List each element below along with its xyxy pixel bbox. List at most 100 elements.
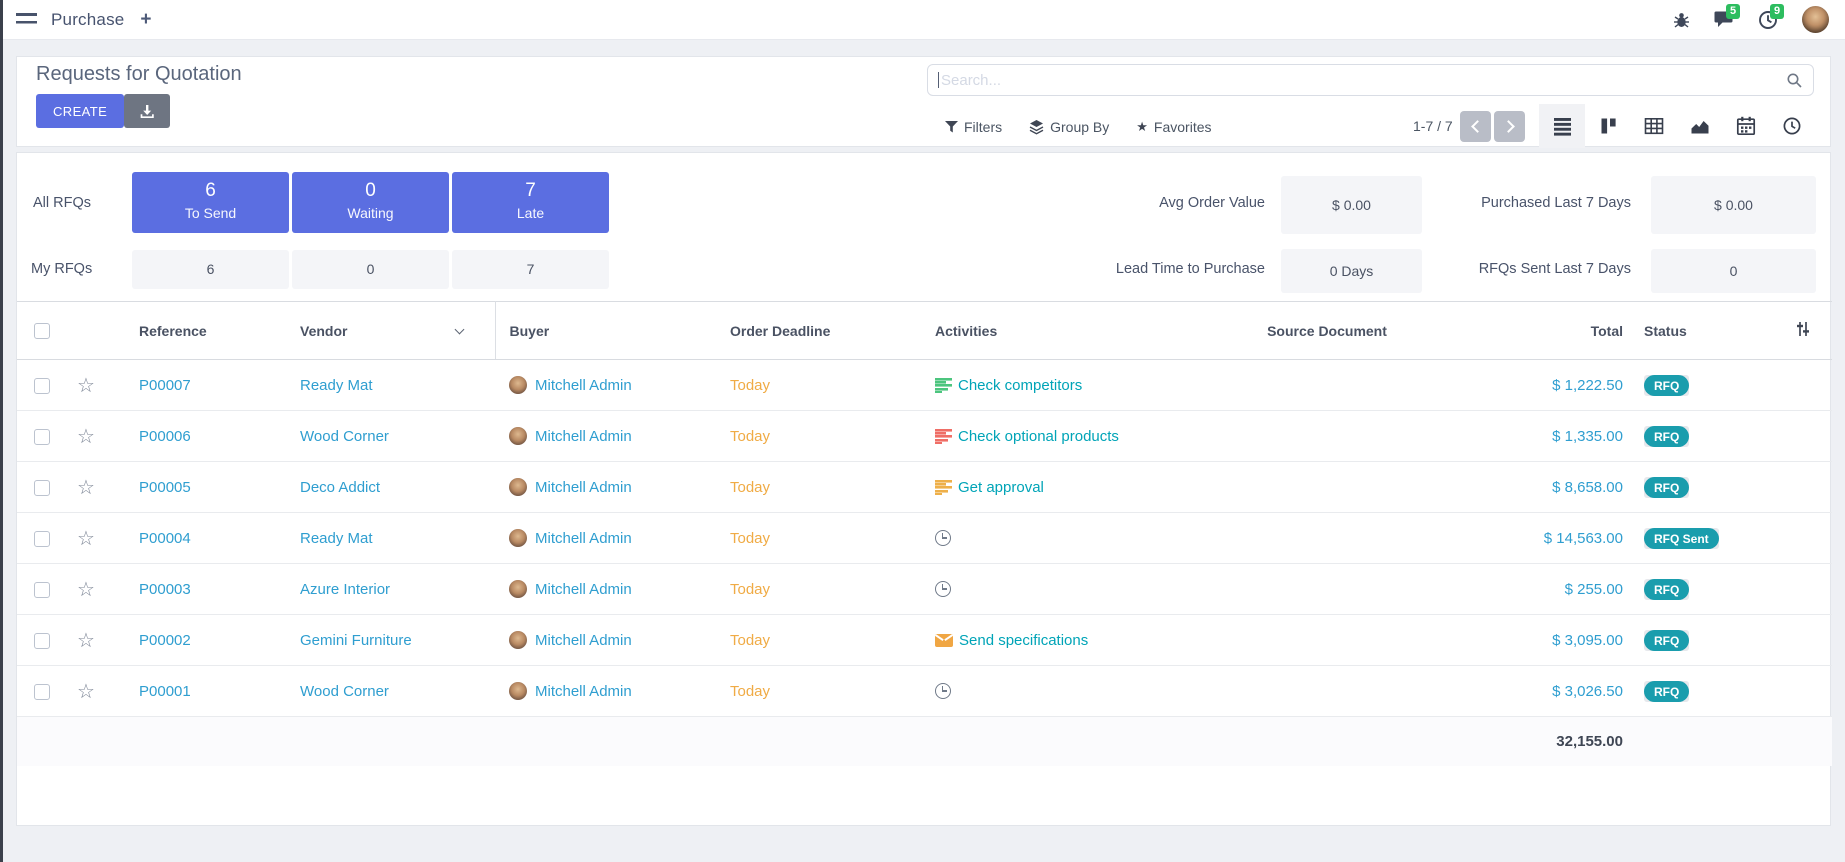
activity-type-icon[interactable]: [935, 377, 952, 393]
activity-label[interactable]: Check optional products: [958, 427, 1119, 445]
vendor-link[interactable]: Wood Corner: [300, 682, 389, 700]
favorite-star-icon[interactable]: ☆: [77, 629, 95, 652]
favorite-star-icon[interactable]: ☆: [77, 374, 95, 397]
reference-link[interactable]: P00007: [139, 376, 191, 394]
table-row[interactable]: ☆ P00007 Ready Mat Mitchell Admin Today …: [17, 359, 1832, 411]
messages-icon[interactable]: 5: [1714, 4, 1741, 29]
vendor-link[interactable]: Ready Mat: [300, 529, 373, 547]
header-settings[interactable]: [1772, 301, 1832, 360]
total-amount: $ 3,095.00: [1552, 631, 1623, 649]
header-total[interactable]: Total: [1472, 301, 1623, 360]
table-row[interactable]: ☆ P00003 Azure Interior Mitchell Admin T…: [17, 563, 1832, 615]
buyer-link[interactable]: Mitchell Admin: [535, 580, 632, 598]
view-list-button[interactable]: [1539, 104, 1585, 148]
activity-label[interactable]: Check competitors: [958, 376, 1083, 394]
create-button[interactable]: CREATE: [36, 94, 125, 128]
reference-link[interactable]: P00001: [139, 682, 191, 700]
buyer-link[interactable]: Mitchell Admin: [535, 682, 632, 700]
source-document: [1182, 665, 1472, 717]
stat-to-send[interactable]: 6 To Send: [132, 172, 289, 233]
hamburger-menu-icon[interactable]: [16, 13, 37, 26]
header-status[interactable]: Status: [1623, 301, 1772, 360]
vendor-link[interactable]: Ready Mat: [300, 376, 373, 394]
favorites-button[interactable]: ★ Favorites: [1136, 119, 1211, 135]
debug-bug-icon[interactable]: [1673, 11, 1690, 29]
stat-late[interactable]: 7 Late: [452, 172, 609, 233]
favorite-star-icon[interactable]: ☆: [77, 680, 95, 703]
reference-link[interactable]: P00006: [139, 427, 191, 445]
buyer-link[interactable]: Mitchell Admin: [535, 376, 632, 394]
search-input[interactable]: Search...: [927, 64, 1814, 96]
header-reference[interactable]: Reference: [109, 301, 279, 360]
export-button[interactable]: [124, 94, 170, 128]
buyer-link[interactable]: Mitchell Admin: [535, 427, 632, 445]
favorite-star-icon[interactable]: ☆: [77, 578, 95, 601]
vendor-link[interactable]: Gemini Furniture: [300, 631, 412, 649]
reference-link[interactable]: P00004: [139, 529, 191, 547]
search-icon[interactable]: [1786, 72, 1803, 89]
table-row[interactable]: ☆ P00005 Deco Addict Mitchell Admin Toda…: [17, 461, 1832, 513]
activities-clock-icon[interactable]: 9: [1758, 3, 1785, 30]
table-row[interactable]: ☆ P00006 Wood Corner Mitchell Admin Toda…: [17, 410, 1832, 462]
view-kanban-button[interactable]: [1585, 104, 1631, 148]
filters-button[interactable]: Filters: [945, 119, 1002, 135]
reference-link[interactable]: P00005: [139, 478, 191, 496]
table-row[interactable]: ☆ P00001 Wood Corner Mitchell Admin Toda…: [17, 665, 1832, 717]
activity-type-icon[interactable]: [935, 479, 952, 495]
header-vendor[interactable]: Vendor: [279, 301, 496, 360]
vendor-link[interactable]: Wood Corner: [300, 427, 389, 445]
reference-link[interactable]: P00003: [139, 580, 191, 598]
activity-envelope-icon[interactable]: [935, 633, 953, 647]
pager-previous-button[interactable]: [1460, 111, 1491, 142]
buyer-link[interactable]: Mitchell Admin: [535, 529, 632, 547]
header-activities[interactable]: Activities: [922, 301, 1182, 360]
status-badge-label: RFQ Sent: [1644, 527, 1719, 549]
my-late-value[interactable]: 7: [452, 250, 609, 289]
row-checkbox[interactable]: [34, 428, 50, 445]
activity-clock-icon[interactable]: [935, 683, 951, 699]
my-to-send-value[interactable]: 6: [132, 250, 289, 289]
header-source-document[interactable]: Source Document: [1182, 301, 1472, 360]
group-by-button[interactable]: Group By: [1029, 119, 1109, 135]
favorite-star-icon[interactable]: ☆: [77, 476, 95, 499]
activity-type-icon[interactable]: [935, 428, 952, 444]
activity-label[interactable]: Get approval: [958, 478, 1044, 496]
row-checkbox[interactable]: [34, 377, 50, 394]
table-row[interactable]: ☆ P00002 Gemini Furniture Mitchell Admin…: [17, 614, 1832, 666]
my-waiting-value[interactable]: 0: [292, 250, 449, 289]
vendor-link[interactable]: Azure Interior: [300, 580, 391, 598]
activity-clock-icon[interactable]: [935, 581, 951, 597]
row-checkbox[interactable]: [34, 632, 50, 649]
status-badge-label: RFQ: [1644, 680, 1690, 702]
activity-clock-icon[interactable]: [935, 530, 951, 546]
buyer-link[interactable]: Mitchell Admin: [535, 478, 632, 496]
header-order-deadline[interactable]: Order Deadline: [717, 301, 922, 360]
quick-create-icon[interactable]: +: [140, 8, 152, 30]
table-row[interactable]: ☆ P00004 Ready Mat Mitchell Admin Today …: [17, 512, 1832, 564]
select-all-checkbox[interactable]: [34, 323, 50, 340]
pager-next-button[interactable]: [1494, 111, 1525, 142]
buyer-link[interactable]: Mitchell Admin: [535, 631, 632, 649]
row-checkbox[interactable]: [34, 530, 50, 547]
view-calendar-button[interactable]: [1723, 104, 1769, 148]
app-menu-purchase[interactable]: Purchase: [51, 9, 125, 29]
row-checkbox[interactable]: [34, 581, 50, 598]
reference-link[interactable]: P00002: [139, 631, 191, 649]
status-badge: RFQ: [1644, 476, 1690, 498]
stat-waiting[interactable]: 0 Waiting: [292, 172, 449, 233]
sort-caret-icon: [454, 324, 464, 335]
favorite-star-icon[interactable]: ☆: [77, 425, 95, 448]
source-document: [1182, 461, 1472, 513]
view-pivot-button[interactable]: [1631, 104, 1677, 148]
header-buyer[interactable]: Buyer: [495, 301, 717, 360]
user-avatar[interactable]: [1802, 6, 1829, 33]
view-activity-button[interactable]: [1769, 104, 1815, 148]
activity-label[interactable]: Send specifications: [959, 631, 1089, 649]
view-graph-button[interactable]: [1677, 104, 1723, 148]
vendor-link[interactable]: Deco Addict: [300, 478, 381, 496]
row-checkbox[interactable]: [34, 479, 50, 496]
row-checkbox[interactable]: [34, 683, 50, 700]
chevron-left-icon: [1470, 120, 1484, 133]
navbar-right: 5 9: [1673, 3, 1845, 33]
favorite-star-icon[interactable]: ☆: [77, 527, 95, 550]
